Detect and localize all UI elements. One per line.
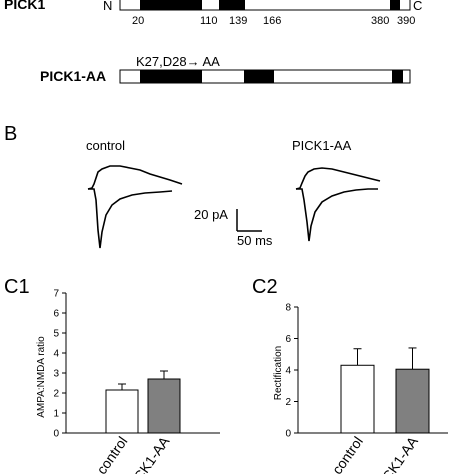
c2-plot-area: 0 2 4 6 8 control PICK1-AA: [285, 303, 448, 474]
y-tick-label: 7: [53, 289, 59, 300]
pick1-domain-2: [219, 0, 245, 10]
position-20: 20: [132, 15, 144, 27]
pick1-aa-domain-2: [244, 70, 274, 83]
panel-b: B control PICK1-AA 20 pA 50 ms: [4, 123, 381, 249]
panel-c1: C1 AMPA:NMDA ratio 0 1 2 3 4 5 6 7 controlPICK1-…: [4, 276, 220, 474]
control-trace-ampa: [88, 188, 173, 249]
scale-time-label: 50 ms: [237, 233, 273, 248]
aa-trace-nmda: [295, 167, 381, 190]
y-tick-label: 2: [53, 389, 59, 400]
pick1-pdz-domain: [140, 0, 202, 10]
y-tick-label: 1: [53, 409, 59, 420]
pick1-c-terminal-domain: [390, 0, 400, 10]
trace-aa-label: PICK1-AA: [292, 138, 352, 153]
panel-c1-label: C1: [4, 276, 30, 298]
x-category-label: control: [93, 434, 130, 474]
pick1-bar-outline: [119, 0, 411, 11]
c-terminal-label: C: [413, 0, 422, 13]
panel-b-label: B: [4, 123, 17, 145]
y-tick-label: 4: [285, 366, 291, 377]
y-tick-label: 5: [53, 329, 59, 340]
panel-c2-label: C2: [252, 276, 278, 298]
position-166: 166: [263, 15, 281, 27]
bar-pick1-aa: [147, 378, 181, 434]
trace-control-label: control: [86, 138, 125, 153]
bar-control: [340, 364, 375, 434]
bar-pick1-aa: [395, 368, 430, 434]
y-tick-label: 6: [285, 334, 291, 345]
x-category-label: PICK1-AA: [123, 433, 173, 474]
position-390: 390: [397, 15, 415, 27]
y-tick-label: 6: [53, 309, 59, 320]
y-tick-label: 0: [53, 429, 59, 440]
pick1-aa-pdz-domain: [140, 70, 202, 83]
y-tick-label: 2: [285, 397, 291, 408]
c1-y-axis-label: AMPA:NMDA ratio: [36, 336, 47, 418]
position-139: 139: [229, 15, 247, 27]
bar-control: [105, 389, 139, 434]
pick1-aa-c-terminal-domain: [392, 70, 403, 83]
n-terminal-label: N: [103, 0, 112, 13]
pick1-label: PICK1: [4, 0, 45, 12]
control-trace-nmda: [87, 165, 183, 190]
panel-c2: C2 Rectification 0 2 4 6 8 control PICK1-AA: [252, 276, 448, 474]
y-tick-label: 8: [285, 303, 291, 314]
mutation-label: K27,D28→ AA: [136, 54, 220, 69]
x-category-label: control: [329, 434, 366, 474]
position-380: 380: [371, 15, 389, 27]
pick1-aa-domain-diagram: K27,D28→ AA PICK1-AA: [40, 54, 411, 84]
pick1-domain-diagram: PICK1 N C 20 110 139 166 380 390: [4, 0, 422, 27]
position-110: 110: [200, 15, 218, 27]
scale-current-label: 20 pA: [194, 207, 228, 222]
c2-y-axis-label: Rectification: [273, 346, 284, 400]
y-tick-label: 0: [285, 429, 291, 440]
pick1-aa-label: PICK1-AA: [40, 68, 106, 84]
y-tick-label: 4: [53, 349, 59, 360]
x-category-label: PICK1-AA: [371, 433, 421, 474]
y-tick-label: 3: [53, 369, 59, 380]
aa-trace-ampa: [296, 188, 378, 242]
